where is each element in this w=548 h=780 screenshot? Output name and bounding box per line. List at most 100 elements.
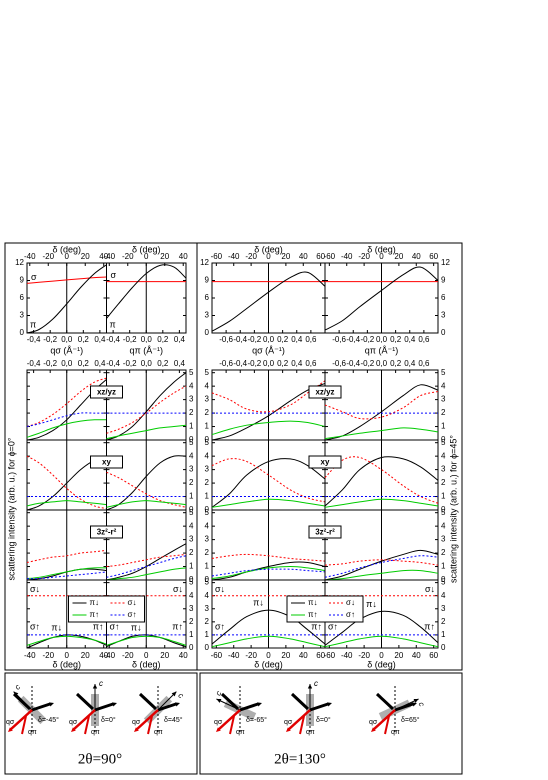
scattered-beam: [239, 702, 259, 712]
y-tick-label: 1: [441, 492, 446, 501]
q-axis-label: qσ (Å⁻¹): [50, 345, 83, 355]
q-pi: [384, 715, 390, 735]
y-tick-label: 5: [441, 368, 446, 377]
legend-box: [68, 595, 145, 623]
curve-annotation: π↑: [311, 621, 322, 631]
y-tick-label: 5: [205, 578, 210, 587]
q-tick-label: 0,0: [263, 359, 275, 368]
y-axis-label: scattering intensity (arb. u.) for ϕ=0°: [6, 437, 16, 580]
y-tick-label: 2: [189, 548, 194, 557]
x-tick-label: 40: [412, 252, 421, 261]
y-tick-label: 3: [205, 395, 210, 404]
curve: [211, 635, 326, 648]
y-tick-label: 0: [20, 328, 25, 337]
x-tick-label: -20: [358, 252, 370, 261]
orbital-box: [90, 455, 123, 469]
q-sigma-label: qσ: [6, 719, 15, 726]
legend-label: π↑: [308, 610, 318, 619]
curve: [106, 555, 187, 578]
x-tick-label: 20: [81, 651, 90, 660]
scattered-beam: [157, 702, 177, 712]
y-tick-label: 4: [189, 521, 194, 530]
legend-label: π↑: [90, 610, 100, 619]
q-sigma-label: qσ: [69, 719, 78, 726]
curve: [26, 500, 107, 507]
x-axis-label-top: δ (deg): [52, 244, 81, 254]
y-tick-label: 3: [20, 311, 25, 320]
x-tick-label: -40: [103, 252, 115, 261]
y-tick-label: 4: [441, 521, 446, 530]
curve-annotation: σ↓: [215, 584, 225, 594]
q-tick-label: 0,6: [305, 359, 317, 368]
y-tick-label: 6: [20, 293, 25, 302]
curve-annotation: π↓: [366, 599, 377, 609]
curve: [324, 266, 439, 331]
x-tick-label: 0: [144, 651, 149, 660]
x-tick-label: 20: [394, 651, 403, 660]
sigma-label: σ: [31, 272, 37, 282]
y-tick-label: 3: [441, 395, 446, 404]
q-tick-label: -0,4: [233, 335, 247, 344]
y-tick-label: 5: [441, 578, 446, 587]
q-tick-label: -0,4: [346, 359, 360, 368]
q-sigma: [372, 709, 396, 731]
y-tick-label: 3: [441, 604, 446, 613]
q-tick-label: 0,2: [277, 359, 289, 368]
y-tick-label: 0: [189, 575, 194, 584]
q-axis-label: qσ (Å⁻¹): [252, 345, 285, 355]
curve: [211, 458, 326, 508]
delta-label: δ=65°: [401, 716, 420, 724]
delta-label: δ=0°: [101, 716, 116, 724]
y-tick-label: 9: [20, 276, 25, 285]
x-tick-label: -40: [103, 651, 115, 660]
curve: [324, 610, 439, 646]
y-tick-label: 2: [441, 478, 446, 487]
x-tick-label: -20: [245, 651, 257, 660]
curve: [324, 555, 439, 578]
x-tick-label: 0: [65, 651, 70, 660]
x-tick-label: -40: [228, 651, 240, 660]
curve: [106, 553, 187, 568]
y-tick-label: 4: [205, 381, 210, 390]
orbital-box: [308, 385, 342, 399]
q-pi: [21, 715, 27, 735]
incident-beam: [75, 692, 95, 711]
curve-annotation: σ↓: [173, 584, 183, 594]
curve-annotation: σ↑: [328, 621, 338, 631]
arrow-head: [134, 727, 139, 732]
y-tick-label: 3: [441, 311, 446, 320]
y-tick-label: 2: [189, 408, 194, 417]
curve-annotation: σ↓: [30, 584, 40, 594]
curve: [324, 559, 439, 566]
curve: [106, 567, 187, 581]
y-tick-label: 0: [441, 575, 446, 584]
curve: [324, 635, 439, 648]
curve: [324, 498, 439, 508]
arrow-head: [112, 702, 117, 707]
c-label: c: [417, 701, 427, 708]
scattered-beam: [94, 702, 114, 712]
q-tick-label: 0,2: [390, 335, 402, 344]
orbital-box: [308, 525, 342, 539]
curve: [211, 420, 326, 436]
curve: [211, 553, 326, 562]
x-axis-label-bottom: δ (deg): [52, 659, 81, 669]
x-tick-label: 40: [99, 651, 108, 660]
curve: [324, 427, 439, 440]
q-tick-label: -0,6: [332, 335, 346, 344]
diagram-frame: [199, 672, 463, 775]
curve: [26, 567, 107, 580]
geometry-caption: 2θ=130°: [274, 751, 326, 767]
q-tick-label: -0,4: [27, 359, 41, 368]
y-tick-label: 2: [205, 478, 210, 487]
legend-label: σ↑: [346, 610, 355, 619]
y-tick-label: 4: [205, 451, 210, 460]
x-tick-label: -60: [211, 252, 223, 261]
y-tick-label: 3: [205, 535, 210, 544]
curve: [26, 377, 107, 428]
curve-annotation: π↑: [93, 621, 104, 631]
x-tick-label: -40: [341, 252, 353, 261]
curve: [26, 276, 107, 284]
x-axis-label-bottom: δ (deg): [367, 659, 396, 669]
q-tick-label: -0,4: [106, 335, 120, 344]
